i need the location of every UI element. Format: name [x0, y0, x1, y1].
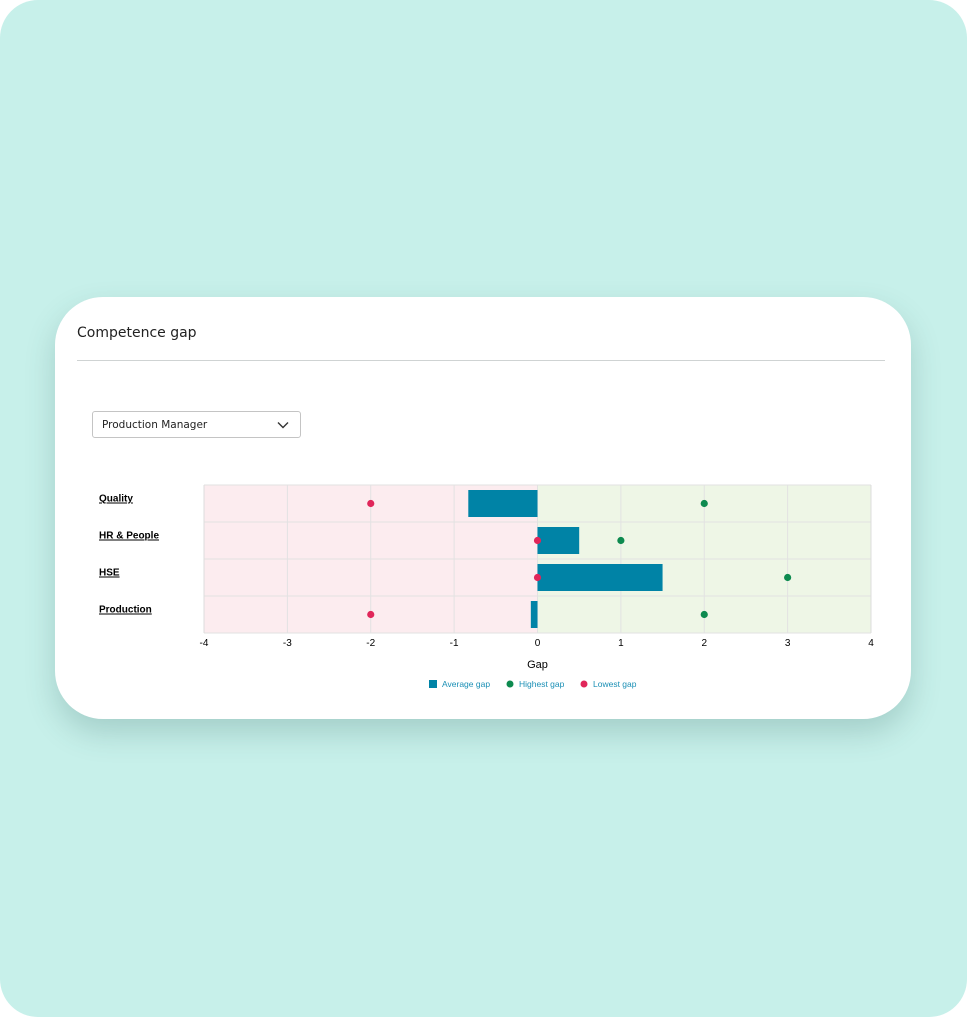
card-title: Competence gap [77, 325, 197, 341]
lowest-gap-point [533, 573, 542, 582]
highest-gap-point [700, 610, 708, 619]
competence-gap-chart: Quality HR & People HSE Production -4 -3 -2 -1 0… [99, 484, 874, 689]
x-tick-label: -1 [450, 638, 459, 649]
average-gap-bar [468, 490, 538, 517]
highest-gap-point [700, 499, 708, 508]
highest-gap-point [784, 573, 792, 582]
x-tick-label: -2 [366, 638, 375, 649]
x-tick-label: 1 [618, 638, 624, 649]
legend-swatch-average-gap[interactable] [429, 680, 437, 688]
role-select[interactable]: Production Manager [92, 411, 301, 438]
x-tick-label: -3 [283, 638, 292, 649]
average-gap-bar [537, 564, 663, 591]
lowest-gap-point [533, 536, 542, 545]
x-tick-label: 4 [868, 638, 874, 649]
category-label[interactable]: HR & People [99, 531, 159, 542]
legend-swatch-highest-gap[interactable] [506, 680, 514, 688]
chevron-down-icon [277, 422, 289, 429]
category-label[interactable]: HSE [99, 568, 120, 579]
competence-gap-card: Competence gap Production Manager Qualit… [55, 297, 911, 719]
average-gap-bar [530, 601, 538, 628]
legend-label-average-gap[interactable]: Average gap [442, 679, 490, 689]
x-tick-label: 2 [701, 638, 707, 649]
legend-label-highest-gap[interactable]: Highest gap [519, 679, 565, 689]
lowest-gap-point [367, 499, 375, 508]
x-tick-label: 3 [785, 638, 791, 649]
role-select-value: Production Manager [102, 419, 208, 431]
legend-swatch-lowest-gap[interactable] [580, 680, 588, 688]
category-label[interactable]: Quality [99, 494, 133, 505]
average-gap-bar [537, 527, 580, 554]
highest-gap-point [617, 536, 625, 545]
lowest-gap-point [367, 610, 375, 619]
x-axis-title: Gap [527, 659, 548, 671]
category-label[interactable]: Production [99, 605, 152, 616]
x-tick-label: -4 [200, 638, 209, 649]
x-tick-label: 0 [535, 638, 541, 649]
legend-label-lowest-gap[interactable]: Lowest gap [593, 679, 637, 689]
title-divider [77, 360, 885, 361]
